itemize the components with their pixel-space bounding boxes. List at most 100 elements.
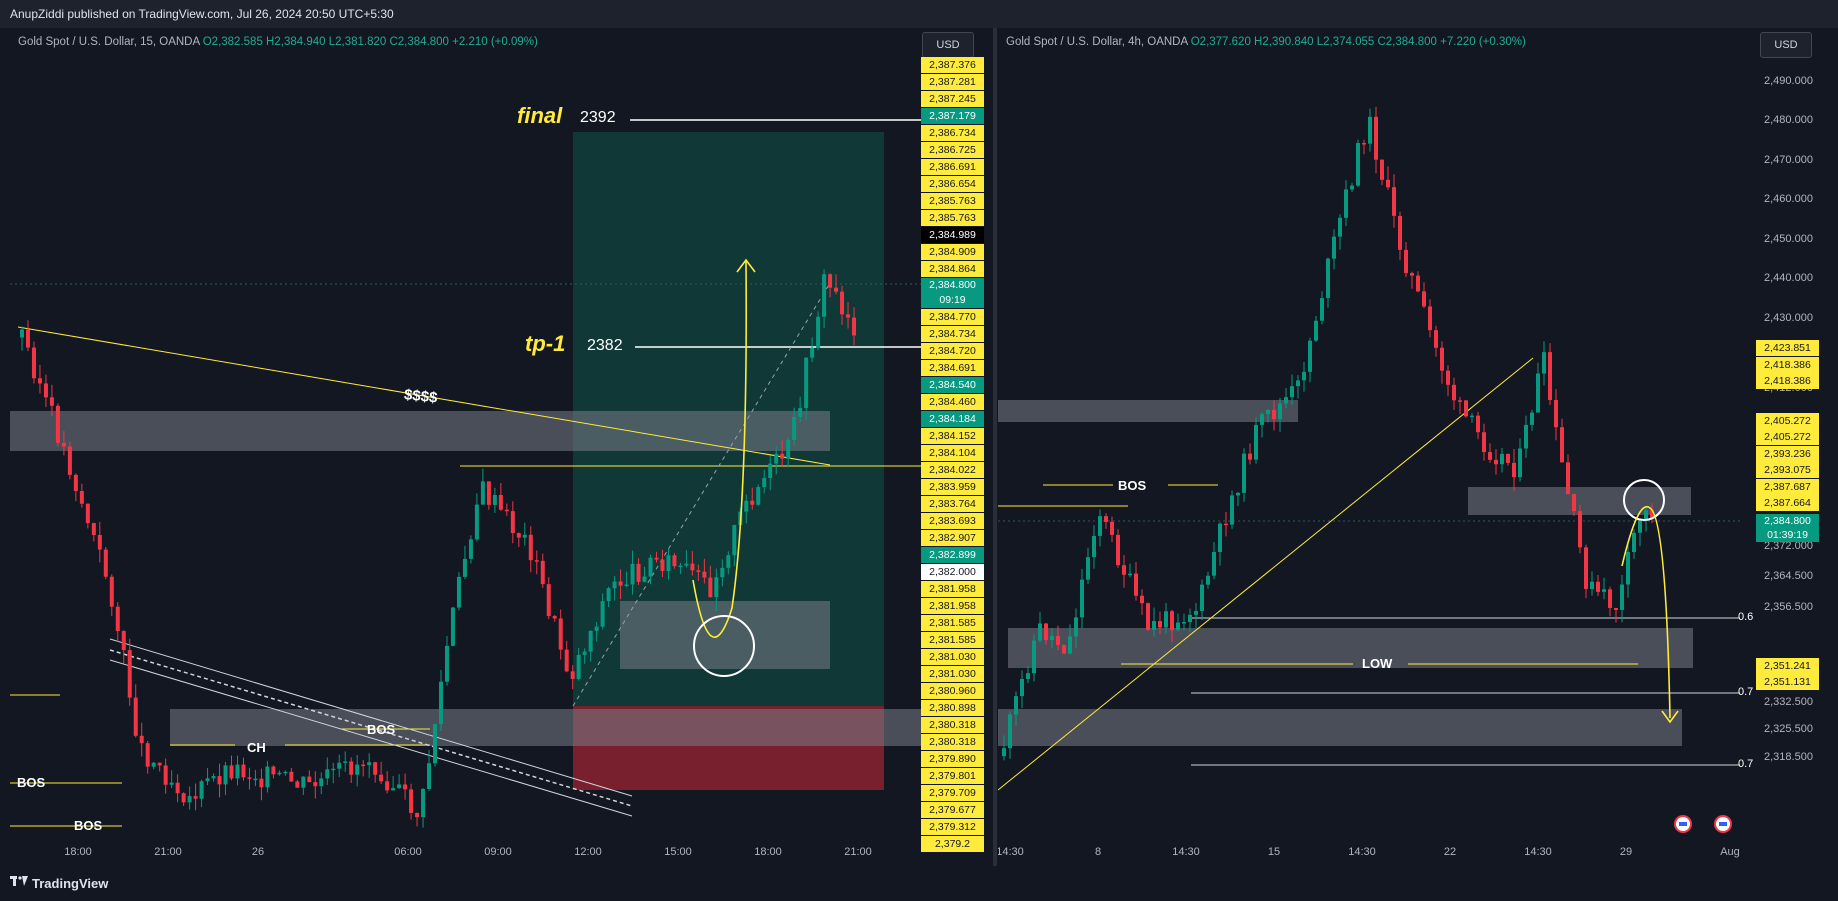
chart-canvas-15m[interactable] bbox=[10, 28, 992, 866]
candle-body bbox=[103, 549, 108, 577]
candle-body bbox=[1512, 462, 1516, 478]
price-label: 2,382.907 bbox=[921, 530, 984, 546]
candle-body bbox=[618, 581, 623, 586]
price-label: 2,418.386 bbox=[1756, 373, 1819, 389]
candle-body bbox=[49, 397, 54, 406]
price-tick: 2,430.000 bbox=[1764, 311, 1813, 324]
candle-body bbox=[1380, 159, 1384, 180]
candle-body bbox=[1308, 340, 1312, 372]
candle-body bbox=[283, 771, 288, 774]
candle-body bbox=[1134, 573, 1138, 596]
candle-body bbox=[576, 654, 581, 679]
candle-body bbox=[1410, 273, 1414, 276]
candle-body bbox=[1386, 179, 1390, 188]
high-value: H2,384.940 bbox=[266, 36, 326, 48]
reaction-circle bbox=[693, 615, 755, 677]
candle-body bbox=[1554, 400, 1558, 428]
candle-body bbox=[1536, 373, 1540, 413]
demand-zone-low bbox=[998, 709, 1682, 746]
candle-body bbox=[522, 534, 527, 538]
candle-body bbox=[546, 584, 551, 617]
tradingview-logo[interactable]: TradingView bbox=[10, 876, 108, 891]
time-tick: Aug bbox=[1720, 846, 1740, 858]
price-label: 2,382.899 bbox=[921, 547, 984, 563]
candle-body bbox=[175, 782, 180, 794]
price-label: 2,405.272 bbox=[1756, 429, 1819, 445]
tp1-price-label: 2382 bbox=[587, 337, 623, 354]
candle-body bbox=[1494, 459, 1498, 465]
chart-canvas-4h[interactable] bbox=[998, 28, 1828, 866]
candle-body bbox=[1572, 494, 1576, 512]
candle-body bbox=[235, 764, 240, 779]
candle-body bbox=[1110, 521, 1114, 535]
candle-body bbox=[1272, 409, 1276, 420]
candle-body bbox=[630, 563, 635, 585]
candle-body bbox=[468, 539, 473, 559]
us-flag-icon[interactable] bbox=[1714, 815, 1732, 833]
price-tick: 2,325.500 bbox=[1764, 723, 1813, 736]
candle-body bbox=[1266, 409, 1270, 415]
time-tick: 22 bbox=[1443, 846, 1457, 858]
low-value: L2,381.820 bbox=[328, 36, 387, 48]
symbol-name[interactable]: Gold Spot / U.S. Dollar, 15, OANDA bbox=[18, 36, 200, 48]
candle-body bbox=[762, 478, 767, 488]
candle-body bbox=[271, 766, 276, 775]
time-tick: 06:00 bbox=[394, 846, 422, 858]
bos-label-left: BOS bbox=[17, 775, 46, 790]
candle-body bbox=[1056, 635, 1060, 646]
trend-line bbox=[998, 357, 1534, 791]
price-label: 2,384.104 bbox=[921, 445, 984, 461]
candle-body bbox=[798, 408, 803, 418]
candle-body bbox=[139, 735, 144, 744]
currency-button[interactable]: USD bbox=[1760, 32, 1812, 58]
candle-body bbox=[1542, 352, 1546, 374]
candle-body bbox=[1242, 453, 1246, 493]
pane-divider[interactable] bbox=[993, 28, 997, 866]
price-label: 2,405.272 bbox=[1756, 413, 1819, 429]
candle-body bbox=[672, 555, 677, 567]
price-label: 2,380.898 bbox=[921, 700, 984, 716]
candle-body bbox=[834, 287, 839, 292]
price-tick: 2,364.500 bbox=[1764, 569, 1813, 582]
candle-body bbox=[391, 788, 396, 791]
candle-body bbox=[1476, 415, 1480, 433]
price-label: 2,387.245 bbox=[921, 91, 984, 107]
price-tick: 2,480.000 bbox=[1764, 114, 1813, 127]
candle-body bbox=[582, 651, 587, 655]
price-label: 2,351.241 bbox=[1756, 658, 1819, 674]
price-label: 2,384.800 09:19 bbox=[921, 278, 984, 308]
chart-pane-15m[interactable]: Gold Spot / U.S. Dollar, 15, OANDA O2,38… bbox=[10, 28, 992, 866]
candle-body bbox=[1092, 535, 1096, 558]
price-tick: 2,440.000 bbox=[1764, 272, 1813, 285]
candle-body bbox=[534, 560, 539, 562]
candle-body bbox=[726, 555, 731, 568]
price-label: 2,423.851 bbox=[1756, 340, 1819, 356]
demand-zone-low bbox=[170, 709, 921, 746]
candle-body bbox=[313, 782, 318, 787]
us-flag-icon[interactable] bbox=[1674, 815, 1692, 833]
candle-body bbox=[259, 778, 264, 788]
price-tick: 2,450.000 bbox=[1764, 232, 1813, 245]
symbol-name[interactable]: Gold Spot / U.S. Dollar, 4h, OANDA bbox=[1006, 36, 1188, 48]
price-label: 2,387.376 bbox=[921, 57, 984, 73]
candle-body bbox=[1590, 581, 1594, 589]
price-label: 2,381.958 bbox=[921, 581, 984, 597]
candle-body bbox=[67, 446, 72, 475]
time-tick: 15:00 bbox=[664, 846, 692, 858]
candle-body bbox=[307, 776, 312, 783]
candle-body bbox=[462, 558, 467, 577]
candle-body bbox=[229, 765, 234, 779]
price-label: 2,385.763 bbox=[921, 193, 984, 209]
candle-body bbox=[127, 650, 132, 698]
chart-pane-4h[interactable]: Gold Spot / U.S. Dollar, 4h, OANDA O2,37… bbox=[998, 28, 1828, 866]
candle-body bbox=[331, 768, 336, 771]
candle-body bbox=[816, 316, 821, 348]
candle-body bbox=[1428, 306, 1432, 331]
candle-body bbox=[1152, 621, 1156, 630]
candle-body bbox=[1086, 557, 1090, 580]
candle-body bbox=[744, 500, 749, 512]
candle-body bbox=[115, 606, 120, 632]
candle-body bbox=[1332, 236, 1336, 259]
candle-body bbox=[1032, 640, 1036, 674]
currency-button[interactable]: USD bbox=[922, 32, 974, 58]
